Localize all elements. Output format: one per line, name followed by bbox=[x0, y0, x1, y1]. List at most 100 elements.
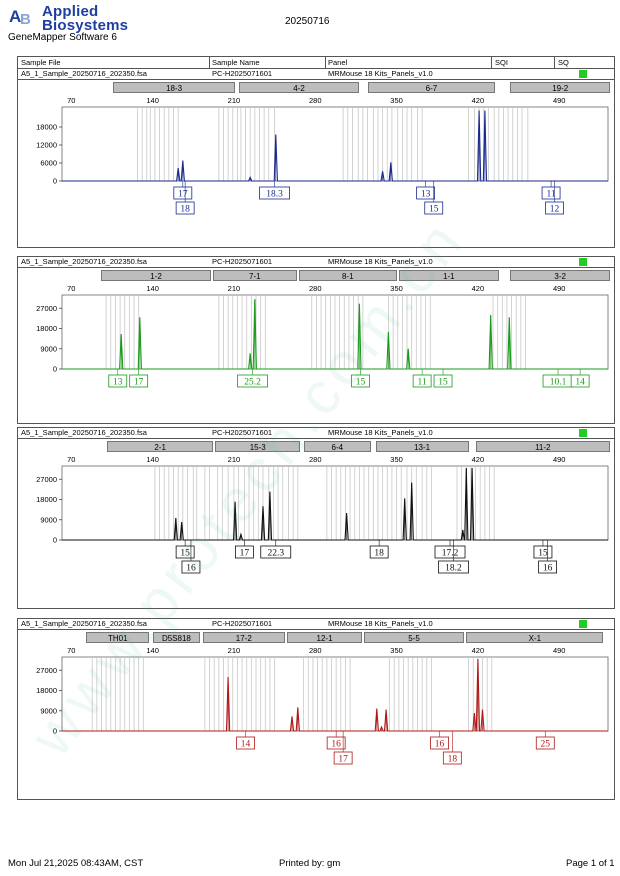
marker-bar[interactable]: 6-7 bbox=[367, 82, 496, 93]
marker-bar[interactable]: 15-3 bbox=[215, 441, 301, 452]
marker-bar[interactable]: 3-2 bbox=[510, 270, 610, 281]
signal-trace bbox=[62, 467, 608, 541]
allele-call-box bbox=[259, 186, 290, 200]
allele-call-box bbox=[570, 374, 590, 388]
panel-name: MRMouse 18 Kits_Panels_v1.0 bbox=[328, 428, 433, 437]
marker-bar[interactable]: 19-2 bbox=[510, 82, 610, 93]
quality-flag-icon bbox=[579, 429, 587, 437]
allele-call-box bbox=[181, 560, 201, 574]
y-tick-label: 27000 bbox=[36, 304, 57, 313]
marker-bar[interactable]: 13-1 bbox=[375, 441, 469, 452]
allele-call-label: 16 bbox=[435, 740, 445, 750]
allele-call-box bbox=[260, 545, 292, 559]
marker-bar[interactable]: 4-2 bbox=[238, 82, 360, 93]
electropherogram-panel: A5_1_Sample_20250716_202350.fsa PC-H20250… bbox=[17, 68, 615, 248]
x-tick-label: 490 bbox=[552, 455, 566, 464]
electropherogram-plot: 0 9000 18000 27000 15 16 17 22.3 18 17.2 18.2 15 16 bbox=[36, 465, 609, 574]
panel-name: MRMouse 18 Kits_Panels_v1.0 bbox=[328, 619, 433, 628]
x-tick-label: 70 bbox=[67, 284, 76, 293]
marker-bar[interactable]: 8-1 bbox=[298, 270, 397, 281]
allele-call-box bbox=[173, 186, 193, 200]
allele-call-box bbox=[538, 560, 557, 574]
x-tick-label: 490 bbox=[552, 96, 566, 105]
marker-bar[interactable]: 11-2 bbox=[475, 441, 610, 452]
allele-call-box bbox=[236, 736, 255, 750]
marker-bar[interactable]: D5S818 bbox=[152, 632, 201, 643]
allele-call-label: 18 bbox=[448, 755, 458, 765]
y-tick-label: 0 bbox=[53, 727, 57, 736]
allele-call-box bbox=[535, 736, 555, 750]
allele-call-label: 25.2 bbox=[244, 378, 261, 388]
print-datetime: Mon Jul 21,2025 08:43AM, CST bbox=[8, 858, 144, 869]
allele-call-box bbox=[108, 374, 128, 388]
software-name: GeneMapper Software 6 bbox=[8, 32, 117, 43]
panel-header: A5_1_Sample_20250716_202350.fsa PC-H20250… bbox=[18, 428, 614, 439]
allele-call-label: 25 bbox=[541, 740, 551, 750]
marker-bar[interactable]: TH01 bbox=[86, 632, 150, 643]
applied-biosystems-logo-icon: A B bbox=[8, 5, 36, 27]
x-tick-label: 490 bbox=[552, 646, 566, 655]
y-tick-label: 9000 bbox=[40, 344, 57, 353]
col-sq: SQ bbox=[558, 58, 569, 67]
marker-bar[interactable]: 1-1 bbox=[398, 270, 499, 281]
sample-name: PC-H2025071601 bbox=[212, 619, 273, 628]
y-tick-label: 9000 bbox=[40, 706, 57, 715]
x-tick-label: 70 bbox=[67, 96, 76, 105]
marker-bar[interactable]: 5-5 bbox=[364, 632, 464, 643]
sample-file-name: A5_1_Sample_20250716_202350.fsa bbox=[21, 619, 147, 628]
allele-call-box bbox=[438, 560, 469, 574]
x-tick-label: 210 bbox=[227, 96, 241, 105]
marker-bar[interactable]: 18-3 bbox=[113, 82, 236, 93]
signal-trace bbox=[62, 658, 608, 732]
allele-call-label: 10.1 bbox=[550, 378, 567, 388]
allele-call-label: 14 bbox=[575, 378, 585, 388]
allele-call-box bbox=[412, 374, 432, 388]
electropherogram-panel: A5_1_Sample_20250716_202350.fsa PC-H20250… bbox=[17, 256, 615, 424]
y-tick-label: 18000 bbox=[36, 495, 57, 504]
allele-call-box bbox=[326, 736, 346, 750]
marker-bar[interactable]: X-1 bbox=[466, 632, 604, 643]
allele-call-box bbox=[424, 201, 444, 215]
allele-call-label: 15 bbox=[438, 378, 448, 388]
x-tick-label: 490 bbox=[552, 284, 566, 293]
x-tick-label: 280 bbox=[308, 284, 322, 293]
quality-flag-icon bbox=[579, 620, 587, 628]
y-tick-label: 9000 bbox=[40, 515, 57, 524]
x-tick-label: 140 bbox=[146, 284, 159, 293]
quality-flag-icon bbox=[579, 258, 587, 266]
allele-call-box bbox=[129, 374, 149, 388]
x-tick-label: 140 bbox=[146, 646, 159, 655]
marker-bar[interactable]: 6-4 bbox=[303, 441, 371, 452]
y-tick-label: 18000 bbox=[36, 686, 57, 695]
marker-bar[interactable]: 2-1 bbox=[107, 441, 213, 452]
allele-call-label: 16 bbox=[186, 564, 196, 574]
printed-by: Printed by: gm bbox=[279, 858, 341, 869]
y-tick-label: 18000 bbox=[36, 123, 57, 132]
allele-call-label: 11 bbox=[418, 378, 427, 388]
allele-call-label: 18.3 bbox=[266, 190, 283, 200]
allele-call-box bbox=[434, 545, 466, 559]
allele-call-label: 17 bbox=[338, 755, 348, 765]
x-tick-label: 350 bbox=[390, 284, 403, 293]
allele-call-label: 18 bbox=[374, 549, 384, 559]
sample-name: PC-H2025071601 bbox=[212, 257, 273, 266]
quality-flag-icon bbox=[579, 70, 587, 78]
allele-call-box bbox=[333, 751, 353, 765]
signal-trace bbox=[62, 110, 608, 182]
y-tick-label: 12000 bbox=[36, 141, 57, 150]
marker-bar[interactable]: 1-2 bbox=[101, 270, 211, 281]
x-tick-label: 420 bbox=[471, 96, 485, 105]
marker-bar[interactable]: 12-1 bbox=[287, 632, 362, 643]
y-tick-label: 6000 bbox=[40, 159, 57, 168]
marker-bar[interactable]: 7-1 bbox=[213, 270, 297, 281]
allele-call-label: 15 bbox=[538, 549, 548, 559]
svg-text:B: B bbox=[20, 11, 31, 27]
y-tick-label: 0 bbox=[53, 365, 57, 374]
electropherogram-plot: 0 6000 12000 18000 17 18 18.3 13 15 11 12 bbox=[36, 106, 609, 215]
marker-bar[interactable]: 17-2 bbox=[202, 632, 286, 643]
x-tick-label: 350 bbox=[390, 455, 403, 464]
allele-call-label: 18.2 bbox=[445, 564, 462, 574]
allele-call-box bbox=[433, 374, 453, 388]
allele-call-box bbox=[416, 186, 436, 200]
